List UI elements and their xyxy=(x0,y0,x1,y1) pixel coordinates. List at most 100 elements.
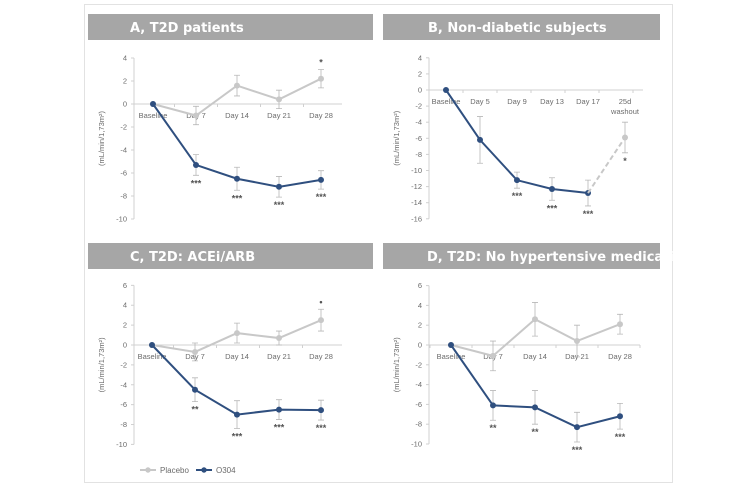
y-tick-label: -4 xyxy=(415,380,422,389)
significance-marker: ** xyxy=(489,423,497,433)
y-tick-label: -16 xyxy=(411,214,422,223)
data-point xyxy=(574,338,580,345)
legend-item-placebo: Placebo xyxy=(140,466,189,475)
data-point xyxy=(193,161,199,168)
y-tick-label: -8 xyxy=(415,150,422,159)
panel-c: C, T2D: ACEi/ARB -10 -8 -6 -4 -2 0 2 4 6 Baseline D… xyxy=(88,243,373,449)
data-point xyxy=(192,386,198,393)
data-point xyxy=(477,136,483,143)
y-tick-label: 4 xyxy=(123,301,127,310)
data-point xyxy=(549,186,555,193)
significance-marker: ** xyxy=(531,427,539,437)
y-tick-label: -6 xyxy=(415,134,422,143)
data-point xyxy=(149,342,155,348)
data-point xyxy=(532,316,538,323)
panel-header xyxy=(88,14,373,40)
y-tick-label: 4 xyxy=(123,54,127,63)
data-point xyxy=(443,87,449,93)
y-tick-label: -2 xyxy=(415,360,422,369)
series-o304: ** ******** xyxy=(448,342,626,455)
x-tick-label: Day 14 xyxy=(225,111,249,120)
x-tick-label: Baseline xyxy=(437,352,466,361)
y-tick-label: 4 xyxy=(418,53,422,62)
y-tick-label: 4 xyxy=(418,301,422,310)
data-point xyxy=(617,413,623,420)
significance-marker: *** xyxy=(274,423,285,433)
y-tick-label: 2 xyxy=(418,321,422,330)
data-point xyxy=(276,183,282,190)
x-tick-label: Day 28 xyxy=(309,352,333,361)
y-tick-label: 6 xyxy=(418,281,422,290)
significance-marker: *** xyxy=(615,432,626,442)
y-axis-label: (mL/min/1,73m²) xyxy=(392,110,401,166)
series-line xyxy=(450,318,621,357)
panel-title: A, T2D patients xyxy=(130,21,244,36)
series-line xyxy=(587,136,626,194)
y-tick-label: -8 xyxy=(120,420,127,429)
legend-label: Placebo xyxy=(160,466,189,475)
x-tick-label: Day 13 xyxy=(540,97,564,106)
data-point xyxy=(318,75,324,82)
legend-label: O304 xyxy=(216,466,236,475)
significance-marker: *** xyxy=(191,178,202,188)
y-axis-label: (mL/min/1,73m²) xyxy=(97,337,106,393)
series-line xyxy=(151,319,322,353)
data-point xyxy=(448,342,454,348)
y-tick-label: 0 xyxy=(123,100,127,109)
y-tick-label: 0 xyxy=(418,341,422,350)
y-tick-label: -10 xyxy=(116,215,127,224)
y-tick-label: -4 xyxy=(120,380,127,389)
data-point xyxy=(234,82,240,89)
y-tick-label: -12 xyxy=(411,182,422,191)
data-point xyxy=(514,177,520,184)
x-tick-label: Baseline xyxy=(432,97,461,106)
panel-a: A, T2D patients -10 -8 -6 -4 -2 0 2 4 Baseline Day… xyxy=(88,14,373,224)
series-o304: *** *** *** *** xyxy=(150,101,327,210)
data-point xyxy=(318,317,324,324)
data-point xyxy=(276,96,282,103)
panel-b: B, Non-diabetic subjects -16 -14 -12 -10 -8 -6… xyxy=(383,14,660,223)
x-tick-label: Day 28 xyxy=(309,111,333,120)
legend-item-o304: O304 xyxy=(196,466,236,475)
significance-marker: • xyxy=(319,297,322,307)
y-tick-label: 0 xyxy=(123,341,127,350)
y-tick-label: -14 xyxy=(411,198,422,207)
significance-marker: ** xyxy=(191,405,199,415)
x-tick-label: 25d washout xyxy=(610,97,640,116)
x-tick-label: Day 14 xyxy=(225,352,249,361)
panel-title: B, Non-diabetic subjects xyxy=(428,21,607,36)
significance-marker: *** xyxy=(572,445,583,455)
data-point xyxy=(276,335,282,342)
significance-marker: *** xyxy=(274,200,285,210)
significance-marker: *** xyxy=(316,192,327,202)
significance-marker: *** xyxy=(512,191,523,201)
y-tick-label: -8 xyxy=(415,420,422,429)
y-tick-label: -2 xyxy=(120,360,127,369)
y-tick-label: 0 xyxy=(418,86,422,95)
y-tick-label: 2 xyxy=(123,77,127,86)
y-tick-label: -10 xyxy=(116,440,127,449)
data-point xyxy=(234,175,240,182)
y-tick-label: 2 xyxy=(123,321,127,330)
y-tick-label: -6 xyxy=(415,400,422,409)
y-tick-label: 6 xyxy=(123,281,127,290)
significance-marker: *** xyxy=(232,431,243,441)
data-point xyxy=(234,330,240,337)
y-tick-label: -6 xyxy=(120,400,127,409)
x-tick-label: Day 28 xyxy=(608,352,632,361)
y-tick-label: -10 xyxy=(411,166,422,175)
panel-header xyxy=(383,14,660,40)
panel-header xyxy=(383,243,660,269)
x-tick-label: Day 21 xyxy=(267,111,291,120)
data-point xyxy=(490,402,496,409)
x-tick-label: Day 17 xyxy=(576,97,600,106)
data-point xyxy=(234,411,240,418)
y-tick-label: -2 xyxy=(120,123,127,132)
data-point xyxy=(150,101,156,107)
y-tick-label: -4 xyxy=(120,146,127,155)
series-placebo xyxy=(448,302,623,372)
data-point xyxy=(318,176,324,183)
y-tick-label: -6 xyxy=(120,169,127,178)
data-point xyxy=(617,321,623,328)
